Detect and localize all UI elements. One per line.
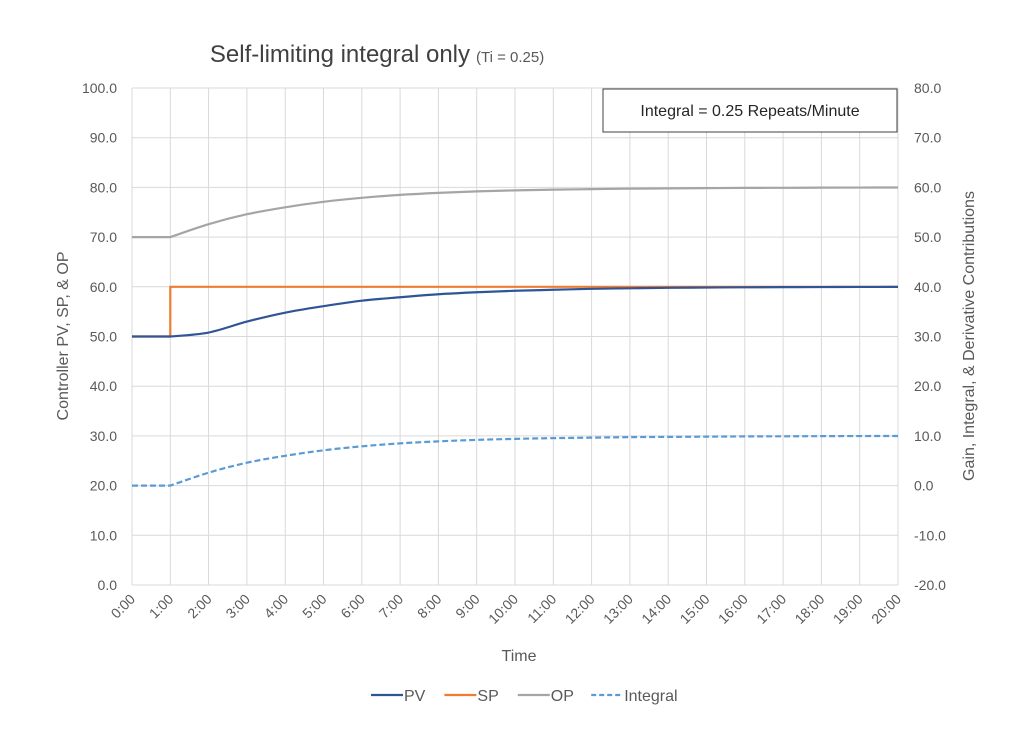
x-tick-label: 12:00 xyxy=(562,591,598,627)
y-tick-label: 50.0 xyxy=(90,329,117,345)
y2-tick-label: 80.0 xyxy=(914,80,941,96)
y2-tick-label: 20.0 xyxy=(914,378,941,394)
y2-tick-label: 10.0 xyxy=(914,428,941,444)
y2-tick-label: 70.0 xyxy=(914,130,941,146)
y-tick-label: 40.0 xyxy=(90,378,117,394)
y2-tick-label: 0.0 xyxy=(914,478,934,494)
legend-label-integral: Integral xyxy=(624,688,677,705)
y-tick-label: 100.0 xyxy=(82,80,117,96)
legend-label-op: OP xyxy=(551,688,574,705)
series-line-pv xyxy=(132,285,899,338)
x-tick-label: 11:00 xyxy=(524,591,560,627)
legend-label-sp: SP xyxy=(477,688,498,705)
x-tick-label: 9:00 xyxy=(452,591,483,622)
y2-tick-label: 30.0 xyxy=(914,329,941,345)
x-tick-label: 5:00 xyxy=(299,591,330,622)
x-tick-label: 14:00 xyxy=(638,591,674,627)
chart-subtitle: (Ti = 0.25) xyxy=(476,49,544,66)
y2-tick-label: 40.0 xyxy=(914,279,941,295)
x-axis-ticks: 0:00 1:00 2:00 3:00 4:00 5:00 6:00 7:00 8:00 9:00… xyxy=(108,591,905,627)
x-tick-label: 18:00 xyxy=(791,591,827,627)
x-tick-label: 20:00 xyxy=(868,591,904,627)
y2-axis-title: Gain, Integral, & Derivative Contributio… xyxy=(961,191,978,481)
x-tick-label: 8:00 xyxy=(414,591,445,622)
y2-tick-label: -10.0 xyxy=(914,527,946,543)
x-tick-label: 19:00 xyxy=(830,591,866,627)
y2-tick-label: -20.0 xyxy=(914,577,946,593)
y-tick-label: 90.0 xyxy=(90,130,117,146)
x-tick-label: 13:00 xyxy=(600,591,636,627)
y-tick-label: 0.0 xyxy=(98,577,118,593)
x-tick-label: 17:00 xyxy=(753,591,789,627)
right-axis-ticks: -20.0 -10.0 0.0 10.0 20.0 30.0 40.0 50.0 60.0 70.… xyxy=(914,80,946,593)
x-tick-label: 15:00 xyxy=(677,591,713,627)
series-lines xyxy=(132,186,899,487)
left-axis-ticks: 0.0 10.0 20.0 30.0 40.0 50.0 60.0 70.0 80.0 90.0 1… xyxy=(82,80,117,593)
x-tick-label: 4:00 xyxy=(261,591,292,622)
x-tick-label: 16:00 xyxy=(715,591,751,627)
x-tick-label: 10:00 xyxy=(485,591,521,627)
x-tick-label: 1:00 xyxy=(146,591,177,622)
x-tick-label: 0:00 xyxy=(108,591,139,622)
legend-label-pv: PV xyxy=(404,688,426,705)
x-tick-label: 6:00 xyxy=(337,591,368,622)
series-line-integral xyxy=(132,434,899,487)
annotation-text: Integral = 0.25 Repeats/Minute xyxy=(640,103,859,120)
chart-title: Self-limiting integral only xyxy=(210,41,470,68)
x-axis-title: Time xyxy=(502,648,537,665)
gridlines xyxy=(131,87,899,586)
legend: PV SP OP Integral xyxy=(371,688,678,705)
y2-tick-label: 60.0 xyxy=(914,179,941,195)
x-tick-label: 2:00 xyxy=(184,591,215,622)
y-axis-title: Controller PV, SP, & OP xyxy=(55,252,72,421)
y-tick-label: 30.0 xyxy=(90,428,117,444)
series-line-op xyxy=(132,186,899,239)
y-tick-label: 20.0 xyxy=(90,478,117,494)
x-tick-label: 7:00 xyxy=(376,591,407,622)
annotation-box: Integral = 0.25 Repeats/Minute xyxy=(602,88,898,133)
y2-tick-label: 50.0 xyxy=(914,229,941,245)
y-tick-label: 70.0 xyxy=(90,229,117,245)
y-tick-label: 60.0 xyxy=(90,279,117,295)
y-tick-label: 10.0 xyxy=(90,527,117,543)
y-tick-label: 80.0 xyxy=(90,179,117,195)
x-tick-label: 3:00 xyxy=(222,591,253,622)
